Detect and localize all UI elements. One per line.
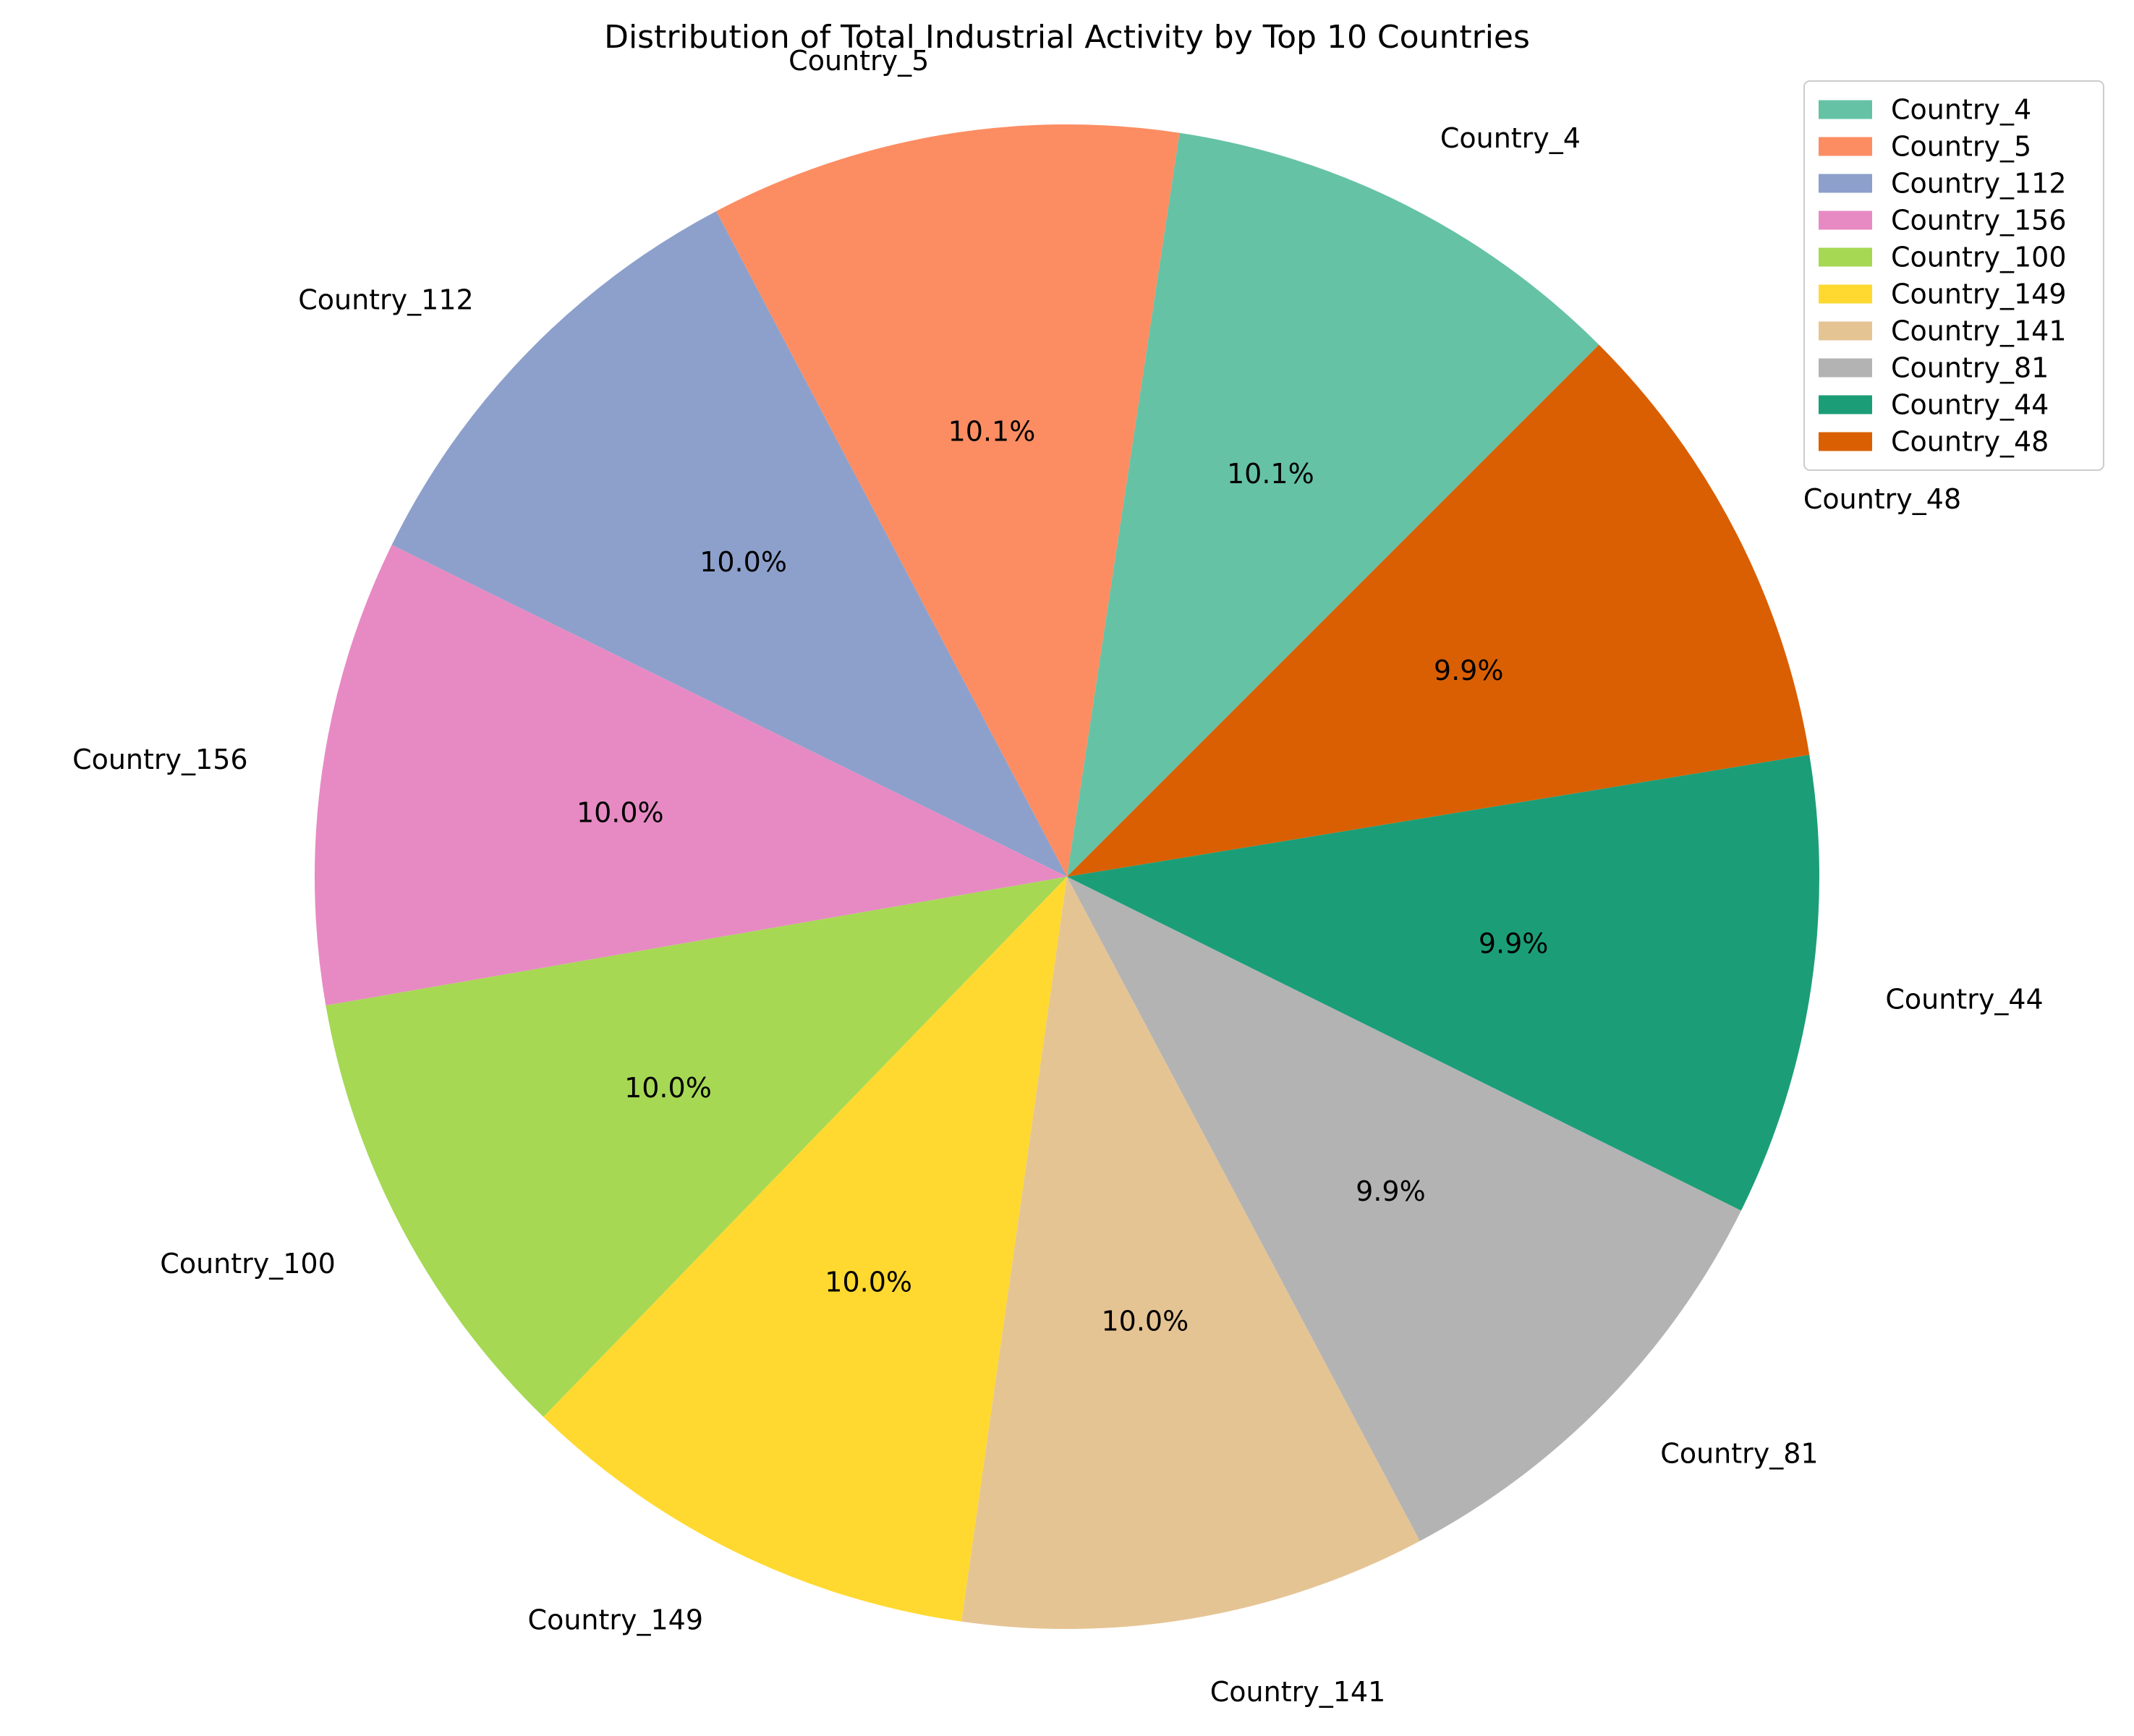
pie-slices <box>314 124 1820 1629</box>
percent-label-country-141: 10.0% <box>1102 1306 1189 1337</box>
legend-swatch-country-48 <box>1819 432 1872 451</box>
legend-swatch-country-156 <box>1819 210 1872 230</box>
pie-slice-country-81 <box>1067 877 1741 1541</box>
percent-label-country-44: 9.9% <box>1479 927 1549 959</box>
percent-label-country-149: 10.0% <box>825 1266 912 1298</box>
pie-slice-country-5 <box>716 124 1180 877</box>
category-label-country-100: Country_100 <box>160 1248 336 1280</box>
category-label-country-44: Country_44 <box>1885 983 2043 1015</box>
legend-label-country-4: Country_4 <box>1891 94 2031 126</box>
category-label-country-156: Country_156 <box>72 744 248 775</box>
pie-slice-country-141 <box>961 877 1420 1629</box>
pie-slice-country-48 <box>1067 344 1810 877</box>
pie-slice-country-112 <box>391 210 1067 877</box>
legend-label-country-44: Country_44 <box>1891 389 2049 421</box>
legend-label-country-156: Country_156 <box>1891 205 2067 237</box>
legend-label-country-48: Country_48 <box>1891 426 2049 458</box>
legend-swatch-country-81 <box>1819 358 1872 378</box>
category-label-country-48: Country_48 <box>1803 483 1961 515</box>
legend-label-country-112: Country_112 <box>1891 168 2067 200</box>
category-label-country-112: Country_112 <box>298 284 474 316</box>
legend-swatch-country-149 <box>1819 284 1872 304</box>
category-label-country-141: Country_141 <box>1210 1676 1386 1708</box>
legend-box <box>1803 80 2104 471</box>
legend-label-country-81: Country_81 <box>1891 352 2049 384</box>
legend-swatch-country-44 <box>1819 395 1872 414</box>
legend: Country_4 Country_5 Country_112 Country_156… <box>1803 80 2104 471</box>
percent-label-country-81: 9.9% <box>1356 1175 1426 1207</box>
percent-label-country-48: 9.9% <box>1434 655 1504 686</box>
category-labels: Country_4 Country_5 Country_112 Country_156… <box>72 45 2044 1708</box>
category-label-country-81: Country_81 <box>1660 1437 1818 1469</box>
legend-swatch-country-112 <box>1819 174 1872 193</box>
pie-slice-country-4 <box>1067 132 1599 877</box>
legend-swatch-country-5 <box>1819 137 1872 156</box>
percent-labels: 10.1% 10.1% 10.0% 10.0% 10.0% 10.0% 10.0% 9.9% 9… <box>577 416 1548 1337</box>
legend-label-country-149: Country_149 <box>1891 278 2067 310</box>
category-label-country-5: Country_5 <box>788 45 929 77</box>
chart-title: Distribution of Total Industrial Activit… <box>604 19 1530 56</box>
percent-label-country-4: 10.1% <box>1227 458 1314 490</box>
legend-swatch-country-100 <box>1819 247 1872 267</box>
legend-swatch-country-4 <box>1819 100 1872 119</box>
pie-slice-country-44 <box>1067 754 1820 1211</box>
category-label-country-4: Country_4 <box>1440 122 1581 154</box>
percent-label-country-112: 10.0% <box>700 546 787 578</box>
pie-slice-country-156 <box>314 545 1067 1006</box>
pie-slice-country-149 <box>543 877 1067 1622</box>
percent-label-country-156: 10.0% <box>577 797 664 829</box>
percent-label-country-5: 10.1% <box>948 416 1036 448</box>
percent-label-country-100: 10.0% <box>624 1072 712 1104</box>
legend-label-country-100: Country_100 <box>1891 242 2067 273</box>
legend-label-country-141: Country_141 <box>1891 315 2067 347</box>
legend-swatch-country-141 <box>1819 321 1872 341</box>
legend-label-country-5: Country_5 <box>1891 131 2031 163</box>
pie-slice-country-100 <box>326 877 1067 1417</box>
category-label-country-149: Country_149 <box>528 1604 704 1636</box>
